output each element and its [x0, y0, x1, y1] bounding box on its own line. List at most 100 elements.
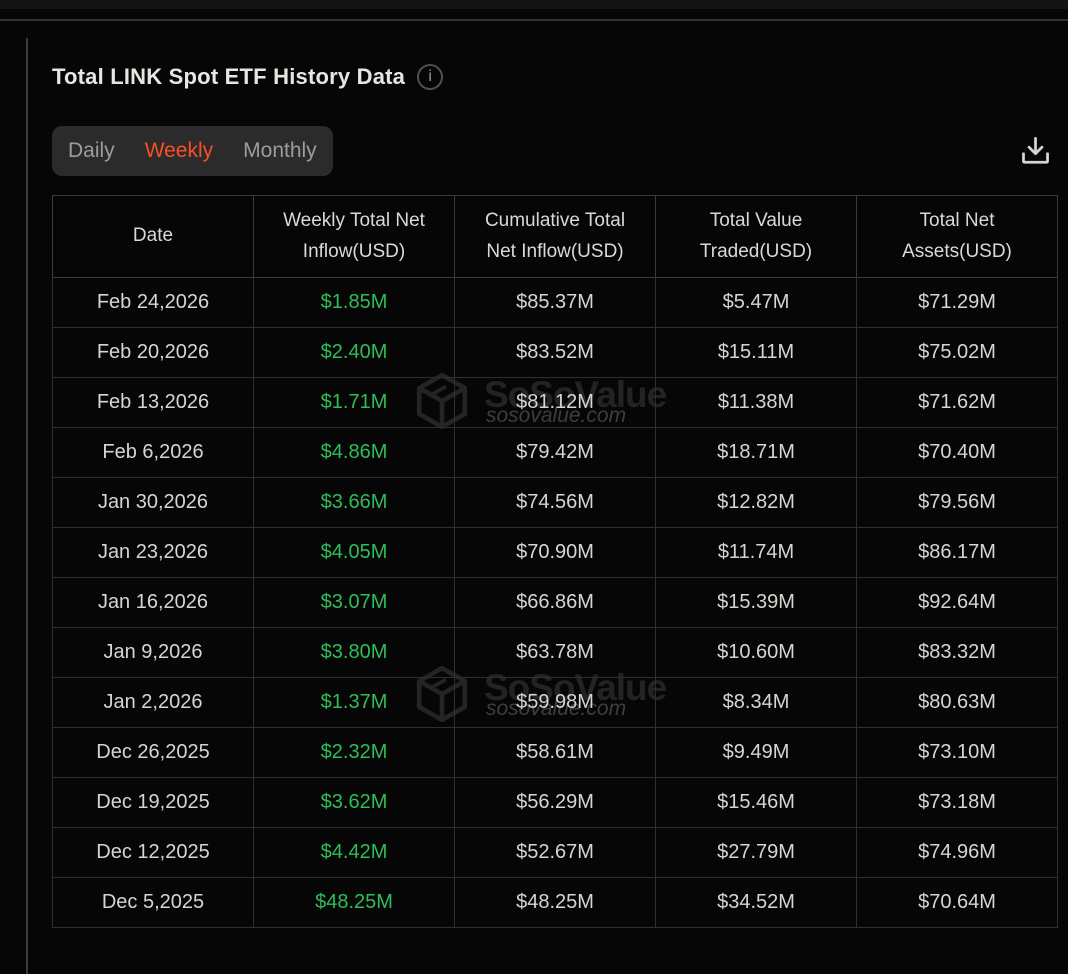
tab-daily[interactable]: Daily	[68, 139, 115, 162]
top-strip	[0, 0, 1068, 9]
cell-value-traded: $11.74M	[655, 527, 857, 578]
cell-cumulative-net-inflow: $48.25M	[454, 877, 656, 928]
table-row: Jan 9,2026 $3.80M $63.78M $10.60M $83.32M	[52, 627, 1058, 678]
cell-value-traded: $11.38M	[655, 377, 857, 428]
cell-weekly-net-inflow: $2.40M	[253, 327, 455, 378]
cell-cumulative-net-inflow: $70.90M	[454, 527, 656, 578]
page-title: Total LINK Spot ETF History Data	[52, 64, 406, 89]
cell-date: Feb 13,2026	[52, 377, 254, 428]
cell-weekly-net-inflow: $1.85M	[253, 277, 455, 328]
cell-value-traded: $15.39M	[655, 577, 857, 628]
cell-net-assets: $73.10M	[856, 727, 1058, 778]
table-row: Feb 24,2026 $1.85M $85.37M $5.47M $71.29M	[52, 277, 1058, 328]
cell-net-assets: $71.62M	[856, 377, 1058, 428]
cell-net-assets: $80.63M	[856, 677, 1058, 728]
table-header: Date Weekly Total Net Inflow(USD) Cumulati…	[52, 195, 1058, 278]
cell-date: Dec 5,2025	[52, 877, 254, 928]
cell-value-traded: $8.34M	[655, 677, 857, 728]
cell-cumulative-net-inflow: $66.86M	[454, 577, 656, 628]
cell-date: Dec 26,2025	[52, 727, 254, 778]
cell-cumulative-net-inflow: $81.12M	[454, 377, 656, 428]
table-row: Feb 13,2026 $1.71M $81.12M $11.38M $71.62M	[52, 377, 1058, 428]
cell-net-assets: $79.56M	[856, 477, 1058, 528]
cell-weekly-net-inflow: $1.71M	[253, 377, 455, 428]
cell-value-traded: $5.47M	[655, 277, 857, 328]
period-tabs: Daily Weekly Monthly	[52, 126, 333, 176]
cell-weekly-net-inflow: $2.32M	[253, 727, 455, 778]
history-table: Date Weekly Total Net Inflow(USD) Cumulati…	[52, 195, 1058, 928]
table-body: Feb 24,2026 $1.85M $85.37M $5.47M $71.29M Feb…	[52, 277, 1058, 928]
cell-net-assets: $92.64M	[856, 577, 1058, 628]
cell-date: Jan 9,2026	[52, 627, 254, 678]
table-row: Feb 6,2026 $4.86M $79.42M $18.71M $70.40M	[52, 427, 1058, 478]
cell-value-traded: $18.71M	[655, 427, 857, 478]
cell-value-traded: $27.79M	[655, 827, 857, 878]
cell-cumulative-net-inflow: $59.98M	[454, 677, 656, 728]
table-row: Jan 2,2026 $1.37M $59.98M $8.34M $80.63M	[52, 677, 1058, 728]
cell-weekly-net-inflow: $4.42M	[253, 827, 455, 878]
cell-weekly-net-inflow: $48.25M	[253, 877, 455, 928]
cell-date: Feb 20,2026	[52, 327, 254, 378]
download-button[interactable]	[1015, 131, 1056, 172]
column-header: Weekly Total Net Inflow(USD)	[253, 195, 455, 278]
table-header-row: Date Weekly Total Net Inflow(USD) Cumulati…	[52, 195, 1058, 278]
cell-date: Jan 23,2026	[52, 527, 254, 578]
cell-date: Jan 2,2026	[52, 677, 254, 728]
table-row: Dec 26,2025 $2.32M $58.61M $9.49M $73.10M	[52, 727, 1058, 778]
cell-weekly-net-inflow: $4.05M	[253, 527, 455, 578]
table-row: Jan 30,2026 $3.66M $74.56M $12.82M $79.56M	[52, 477, 1058, 528]
cell-cumulative-net-inflow: $52.67M	[454, 827, 656, 878]
table-row: Feb 20,2026 $2.40M $83.52M $15.11M $75.02M	[52, 327, 1058, 378]
column-header: Total Net Assets(USD)	[856, 195, 1058, 278]
table-row: Jan 16,2026 $3.07M $66.86M $15.39M $92.64M	[52, 577, 1058, 628]
cell-net-assets: $70.64M	[856, 877, 1058, 928]
cell-net-assets: $73.18M	[856, 777, 1058, 828]
cell-cumulative-net-inflow: $63.78M	[454, 627, 656, 678]
cell-date: Dec 19,2025	[52, 777, 254, 828]
tab-monthly[interactable]: Monthly	[243, 139, 317, 162]
cell-value-traded: $12.82M	[655, 477, 857, 528]
cell-date: Dec 12,2025	[52, 827, 254, 878]
cell-value-traded: $9.49M	[655, 727, 857, 778]
cell-weekly-net-inflow: $3.66M	[253, 477, 455, 528]
cell-cumulative-net-inflow: $85.37M	[454, 277, 656, 328]
cell-weekly-net-inflow: $3.62M	[253, 777, 455, 828]
cell-cumulative-net-inflow: $74.56M	[454, 477, 656, 528]
column-header: Cumulative Total Net Inflow(USD)	[454, 195, 656, 278]
table-row: Jan 23,2026 $4.05M $70.90M $11.74M $86.17M	[52, 527, 1058, 578]
table-row: Dec 19,2025 $3.62M $56.29M $15.46M $73.18M	[52, 777, 1058, 828]
top-divider	[0, 19, 1068, 21]
cell-date: Jan 30,2026	[52, 477, 254, 528]
cell-cumulative-net-inflow: $58.61M	[454, 727, 656, 778]
download-icon	[1022, 136, 1049, 164]
cell-net-assets: $83.32M	[856, 627, 1058, 678]
cell-net-assets: $75.02M	[856, 327, 1058, 378]
cell-weekly-net-inflow: $4.86M	[253, 427, 455, 478]
left-divider	[26, 38, 28, 974]
cell-date: Feb 6,2026	[52, 427, 254, 478]
history-table-container: SoSoValue sosovalue.com SoSoValue sosova…	[52, 195, 1058, 928]
cell-date: Jan 16,2026	[52, 577, 254, 628]
cell-weekly-net-inflow: $3.80M	[253, 627, 455, 678]
column-header: Total Value Traded(USD)	[655, 195, 857, 278]
panel-header: Total LINK Spot ETF History Data i	[52, 64, 444, 90]
toolbar: Daily Weekly Monthly	[52, 126, 1058, 176]
info-icon[interactable]: i	[417, 64, 444, 90]
cell-value-traded: $10.60M	[655, 627, 857, 678]
cell-net-assets: $74.96M	[856, 827, 1058, 878]
cell-value-traded: $15.46M	[655, 777, 857, 828]
cell-net-assets: $86.17M	[856, 527, 1058, 578]
table-row: Dec 5,2025 $48.25M $48.25M $34.52M $70.64M	[52, 877, 1058, 928]
cell-cumulative-net-inflow: $83.52M	[454, 327, 656, 378]
table-row: Dec 12,2025 $4.42M $52.67M $27.79M $74.96M	[52, 827, 1058, 878]
cell-weekly-net-inflow: $1.37M	[253, 677, 455, 728]
cell-net-assets: $71.29M	[856, 277, 1058, 328]
cell-date: Feb 24,2026	[52, 277, 254, 328]
cell-cumulative-net-inflow: $79.42M	[454, 427, 656, 478]
cell-net-assets: $70.40M	[856, 427, 1058, 478]
tab-weekly[interactable]: Weekly	[144, 139, 214, 162]
cell-cumulative-net-inflow: $56.29M	[454, 777, 656, 828]
cell-value-traded: $34.52M	[655, 877, 857, 928]
cell-value-traded: $15.11M	[655, 327, 857, 378]
